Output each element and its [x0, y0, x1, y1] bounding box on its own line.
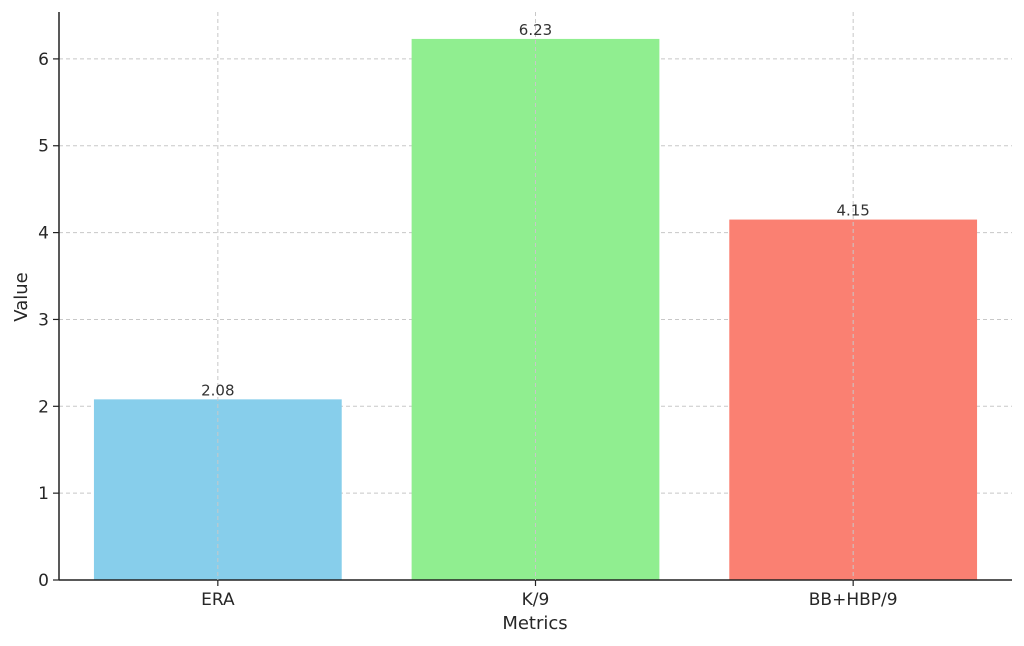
- bar-value-label: 6.23: [519, 21, 552, 39]
- x-tick-label: K/9: [522, 590, 550, 610]
- y-tick-label: 5: [38, 137, 49, 157]
- y-tick-label: 3: [38, 310, 49, 330]
- x-tick-label: BB+HBP/9: [809, 590, 898, 610]
- y-axis-label: Value: [11, 272, 32, 321]
- y-tick-label: 1: [38, 484, 49, 504]
- bar-value-label: 2.08: [201, 381, 234, 399]
- data-labels: 2.08 6.23 4.15: [201, 12, 870, 580]
- x-tick-label: ERA: [201, 590, 235, 610]
- x-axis-label: Metrics: [502, 613, 567, 634]
- y-tick-label: 2: [38, 397, 49, 417]
- y-tick-label: 6: [38, 50, 49, 70]
- y-tick-label: 4: [38, 224, 49, 244]
- y-tick-label: 0: [38, 571, 49, 591]
- bar-value-label: 4.15: [836, 202, 869, 220]
- ticks: 0 1 2 3 4 5 6 ERA K/9 BB+HBP/9: [38, 50, 897, 610]
